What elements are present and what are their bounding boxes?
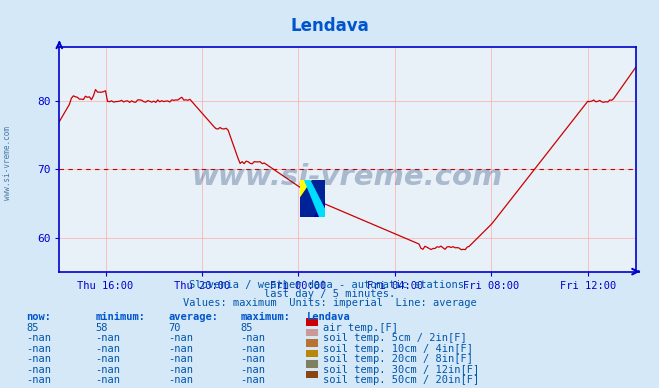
Text: air temp.[F]: air temp.[F]: [323, 323, 398, 333]
Text: Slovenia / weather data - automatic stations.: Slovenia / weather data - automatic stat…: [189, 280, 470, 290]
Text: 70: 70: [168, 323, 181, 333]
Text: -nan: -nan: [168, 333, 193, 343]
Text: Lendava: Lendava: [306, 312, 350, 322]
Text: now:: now:: [26, 312, 51, 322]
Text: -nan: -nan: [26, 344, 51, 354]
Text: -nan: -nan: [96, 375, 121, 385]
Text: average:: average:: [168, 312, 218, 322]
Bar: [312, 199, 325, 217]
Text: -nan: -nan: [168, 344, 193, 354]
Text: soil temp. 30cm / 12in[F]: soil temp. 30cm / 12in[F]: [323, 365, 479, 375]
Text: soil temp. 50cm / 20in[F]: soil temp. 50cm / 20in[F]: [323, 375, 479, 385]
Text: -nan: -nan: [241, 365, 266, 375]
Polygon shape: [300, 180, 325, 217]
Text: -nan: -nan: [26, 365, 51, 375]
Text: maximum:: maximum:: [241, 312, 291, 322]
Text: -nan: -nan: [96, 365, 121, 375]
Text: -nan: -nan: [168, 365, 193, 375]
Text: 58: 58: [96, 323, 108, 333]
Text: -nan: -nan: [96, 354, 121, 364]
Text: -nan: -nan: [26, 333, 51, 343]
Text: Lendava: Lendava: [290, 17, 369, 35]
Text: -nan: -nan: [96, 333, 121, 343]
Text: www.si-vreme.com: www.si-vreme.com: [3, 126, 13, 200]
Text: www.si-vreme.com: www.si-vreme.com: [192, 163, 503, 191]
Bar: [300, 180, 312, 199]
Text: last day / 5 minutes.: last day / 5 minutes.: [264, 289, 395, 299]
Text: -nan: -nan: [26, 375, 51, 385]
Text: 85: 85: [241, 323, 253, 333]
Text: minimum:: minimum:: [96, 312, 146, 322]
Text: -nan: -nan: [241, 333, 266, 343]
Text: -nan: -nan: [241, 375, 266, 385]
Text: soil temp. 10cm / 4in[F]: soil temp. 10cm / 4in[F]: [323, 344, 473, 354]
Text: -nan: -nan: [241, 354, 266, 364]
Text: -nan: -nan: [168, 354, 193, 364]
Text: Values: maximum  Units: imperial  Line: average: Values: maximum Units: imperial Line: av…: [183, 298, 476, 308]
Text: -nan: -nan: [26, 354, 51, 364]
Bar: [312, 180, 325, 199]
Polygon shape: [305, 180, 325, 217]
Text: -nan: -nan: [241, 344, 266, 354]
Text: soil temp. 5cm / 2in[F]: soil temp. 5cm / 2in[F]: [323, 333, 467, 343]
Text: 85: 85: [26, 323, 39, 333]
Text: -nan: -nan: [168, 375, 193, 385]
Text: soil temp. 20cm / 8in[F]: soil temp. 20cm / 8in[F]: [323, 354, 473, 364]
Text: -nan: -nan: [96, 344, 121, 354]
